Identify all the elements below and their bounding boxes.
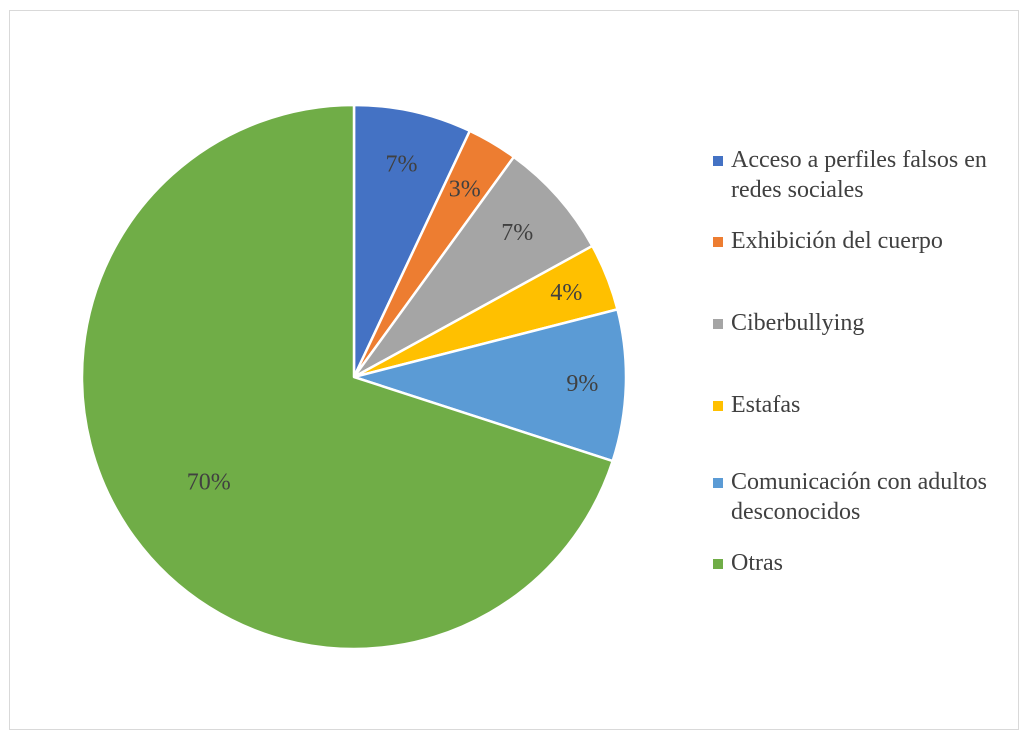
data-label-exhibicion: 3% xyxy=(449,177,481,203)
data-label-acceso: 7% xyxy=(385,152,417,178)
legend-label-exhibicion: Exhibición del cuerpo xyxy=(731,228,943,254)
legend-item-otras: Otras xyxy=(713,548,1016,578)
pie-data-labels: 7% 3% 7% 4% 9% 70% xyxy=(187,152,599,496)
legend-label-otras: Otras xyxy=(731,550,783,576)
legend-swatch-comunicacion xyxy=(713,478,723,488)
data-label-comunicacion: 9% xyxy=(566,371,598,397)
legend-swatch-otras xyxy=(713,559,723,569)
legend-label-ciberbullying: Ciberbullying xyxy=(731,310,865,336)
legend-swatch-exhibicion xyxy=(713,237,723,247)
legend-item-estafas: Estafas xyxy=(713,390,1016,420)
legend-item-acceso: Acceso a perfiles falsos en redes social… xyxy=(713,145,1016,205)
legend-swatch-ciberbullying xyxy=(713,319,723,329)
legend-swatch-acceso xyxy=(713,156,723,166)
legend-item-exhibicion: Exhibición del cuerpo xyxy=(713,226,1016,256)
pie-slice-otras xyxy=(80,103,614,651)
legend-label-comunicacion: Comunicación con adultos desconocidos xyxy=(731,469,987,525)
data-label-estafas: 4% xyxy=(550,280,582,306)
legend-label-acceso: Acceso a perfiles falsos en redes social… xyxy=(731,147,987,203)
pie-slices xyxy=(80,103,628,651)
legend-label-estafas: Estafas xyxy=(731,392,801,418)
pie-slice-acceso xyxy=(352,103,472,379)
data-label-ciberbullying: 7% xyxy=(501,220,533,246)
legend-swatch-estafas xyxy=(713,401,723,411)
legend-item-comunicacion: Comunicación con adultos desconocidos xyxy=(713,467,1016,527)
legend-item-ciberbullying: Ciberbullying xyxy=(713,308,1016,338)
data-label-otras: 70% xyxy=(187,470,231,496)
pie-slice-comunicacion xyxy=(352,308,628,463)
pie-slice-ciberbullying xyxy=(352,155,594,379)
